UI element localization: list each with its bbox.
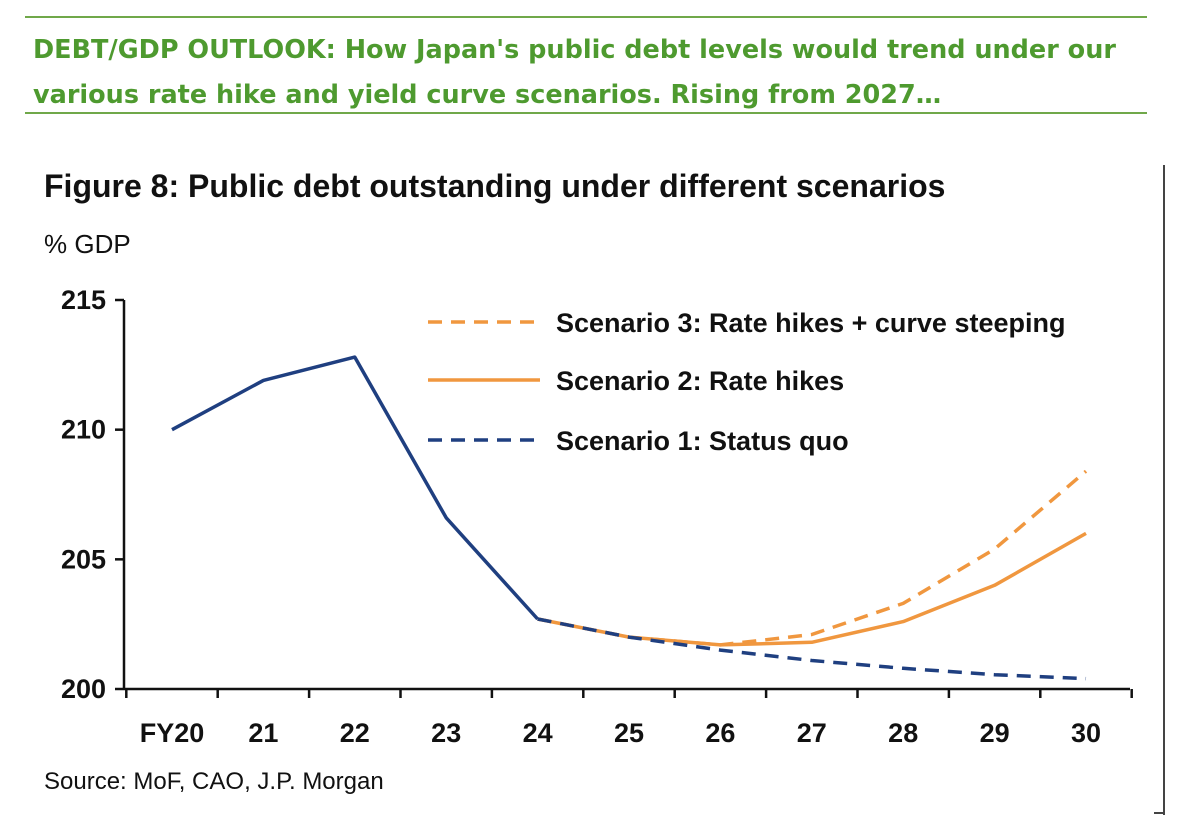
x-tick-label: 27: [797, 718, 827, 748]
legend-label: Scenario 1: Status quo: [556, 426, 849, 456]
x-tick-label: 25: [614, 718, 644, 748]
figure-title: Figure 8: Public debt outstanding under …: [44, 168, 946, 204]
x-tick-label: 23: [431, 718, 461, 748]
legend-label: Scenario 3: Rate hikes + curve steeping: [556, 308, 1065, 338]
headline-text: DEBT/GDP OUTLOOK: How Japan's public deb…: [33, 35, 1116, 110]
series-line-historical: [171, 355, 539, 621]
x-tick-label: FY20: [140, 718, 205, 748]
y-axis-unit-label: % GDP: [44, 229, 131, 259]
headline-banner: DEBT/GDP OUTLOOK: How Japan's public deb…: [25, 16, 1147, 114]
series-line-scenario-1-status-quo: [537, 617, 1087, 681]
frame-bottom-tick: [1154, 812, 1164, 814]
series-line-scenario-2-rate-hikes: [537, 531, 1087, 647]
x-tick-label: 29: [980, 718, 1010, 748]
y-tick-label: 205: [61, 544, 106, 574]
x-tick-label: 30: [1071, 718, 1101, 748]
x-tick-label: 24: [523, 718, 553, 748]
x-tick-label: 21: [248, 718, 278, 748]
series-line-scenario-3-rate-hikes-curve-steeping: [537, 469, 1088, 647]
x-tick-label: 28: [888, 718, 918, 748]
source-note: Source: MoF, CAO, J.P. Morgan: [44, 768, 384, 795]
x-tick-label: 22: [340, 718, 370, 748]
y-tick-label: 210: [61, 415, 106, 445]
y-tick-label: 215: [61, 285, 106, 315]
y-tick-label: 200: [61, 674, 106, 704]
frame-right-rule: [1163, 165, 1165, 815]
x-tick-label: 26: [705, 718, 735, 748]
legend-label: Scenario 2: Rate hikes: [556, 366, 844, 396]
